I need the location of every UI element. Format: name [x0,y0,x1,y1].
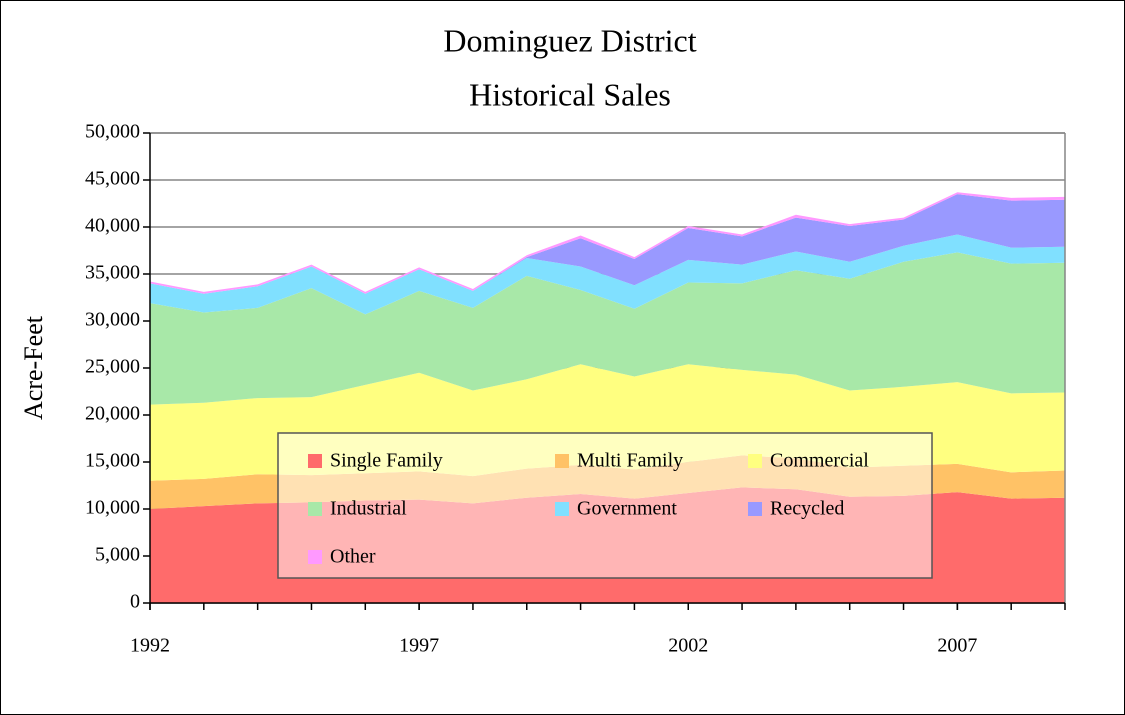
y-tick-label: 20,000 [85,403,140,425]
legend-label: Recycled [770,498,844,520]
legend-label: Single Family [330,450,443,472]
area [150,252,1065,405]
area [150,234,1065,315]
x-tick-label: 1997 [399,635,439,657]
legend-label: Industrial [330,498,407,520]
area [150,194,1065,294]
legend-box [277,432,933,579]
y-tick-label: 35,000 [85,262,140,284]
y-tick-label: 30,000 [85,309,140,331]
y-tick-label: 25,000 [85,356,140,378]
y-tick-label: 5,000 [95,544,140,566]
legend-swatch [748,454,762,468]
x-tick-label: 1992 [130,635,170,657]
legend-label: Other [330,546,376,568]
legend-swatch [308,550,322,564]
y-tick-label: 45,000 [85,168,140,190]
y-tick-label: 50,000 [85,121,140,143]
x-tick-label: 2007 [937,635,977,657]
y-tick-label: 10,000 [85,497,140,519]
y-tick-label: 0 [130,591,140,613]
y-axis-label: Acre-Feet [19,315,48,420]
legend-swatch [748,502,762,516]
legend-swatch [555,502,569,516]
legend: Single Family Multi Family Commercial Indus… [277,432,933,579]
x-tick-label: 2002 [668,635,708,657]
legend-swatch [308,502,322,516]
legend-label: Multi Family [577,450,683,472]
legend-label: Government [577,498,677,520]
chart-title: Historical Sales [469,76,671,112]
y-tick-label: 15,000 [85,450,140,472]
legend-swatch [308,454,322,468]
legend-swatch [555,454,569,468]
y-tick-label: 40,000 [85,215,140,237]
chart-title: Dominguez District [443,22,696,58]
legend-label: Commercial [770,450,869,472]
